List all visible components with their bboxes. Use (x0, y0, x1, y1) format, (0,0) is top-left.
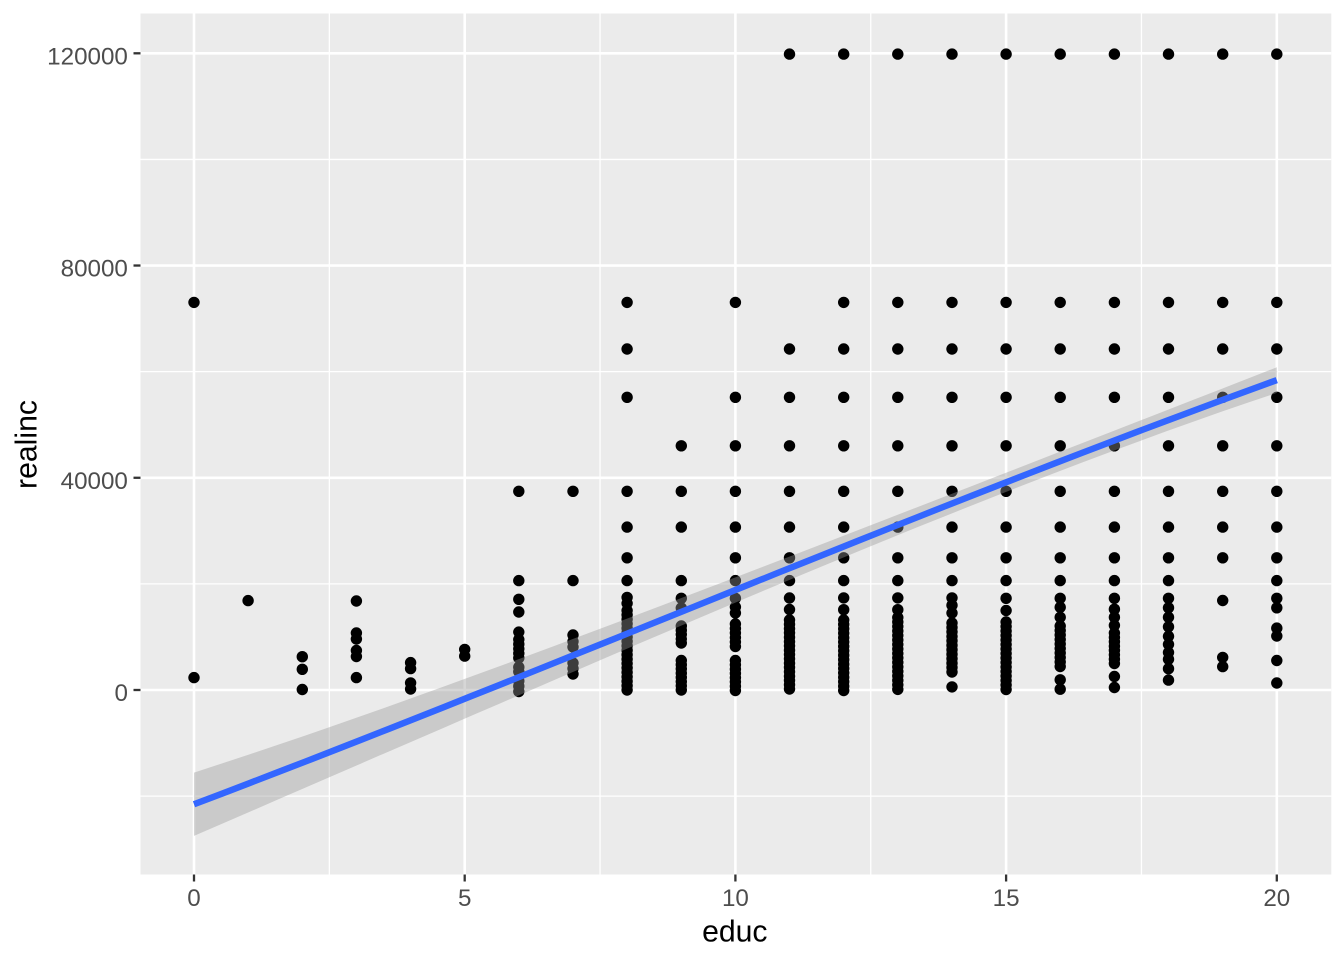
svg-text:0: 0 (114, 680, 127, 707)
svg-text:120000: 120000 (47, 43, 128, 70)
svg-text:realinc: realinc (11, 400, 44, 489)
svg-text:educ: educ (702, 916, 767, 949)
svg-text:80000: 80000 (61, 256, 128, 283)
svg-text:0: 0 (187, 885, 200, 912)
svg-text:20: 20 (1263, 885, 1290, 912)
svg-text:15: 15 (993, 885, 1020, 912)
svg-text:40000: 40000 (61, 468, 128, 495)
svg-text:10: 10 (722, 885, 749, 912)
svg-text:5: 5 (458, 885, 471, 912)
